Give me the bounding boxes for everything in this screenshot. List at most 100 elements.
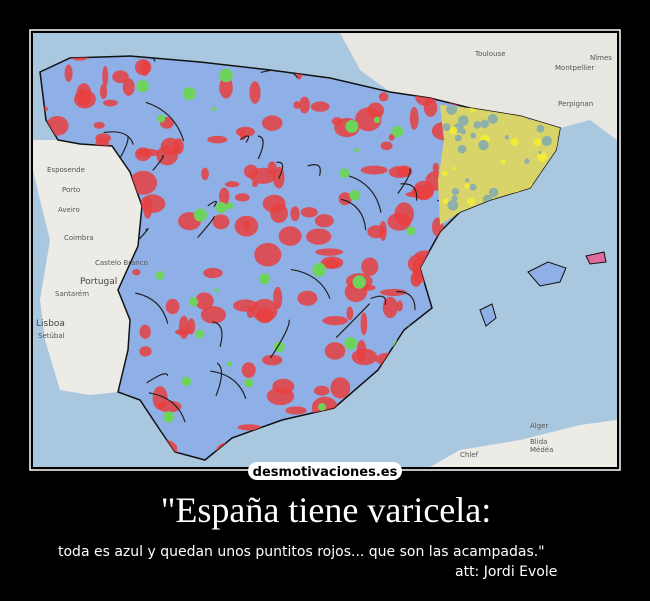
caption-title: "España tiene varicela: — [161, 490, 492, 530]
province-border — [341, 198, 367, 231]
red-area — [355, 107, 382, 132]
cat-dot — [541, 135, 552, 147]
province-border — [139, 228, 149, 240]
province-border — [152, 155, 164, 171]
province-border — [348, 175, 382, 213]
red-area — [237, 424, 261, 431]
map-label: Aveiro — [58, 206, 80, 214]
red-area — [249, 81, 261, 104]
red-area — [218, 187, 230, 206]
map-label: Alger — [530, 422, 548, 430]
province-border — [120, 56, 156, 62]
cat-dot — [478, 139, 489, 151]
map-label: Perpignan — [558, 100, 593, 108]
cat-dot — [537, 152, 548, 162]
green-area — [345, 119, 359, 133]
cat-dot — [524, 158, 530, 164]
red-area — [235, 193, 250, 202]
red-area — [139, 346, 152, 357]
red-area — [132, 269, 141, 276]
red-area — [315, 248, 344, 256]
province-border — [276, 161, 284, 179]
province-border — [290, 268, 331, 299]
red-area — [297, 290, 318, 306]
green-area — [155, 271, 165, 280]
green-area — [406, 226, 416, 236]
red-area — [99, 83, 108, 100]
cat-dot — [451, 188, 460, 196]
cat-dot — [449, 126, 458, 135]
province-border — [103, 131, 134, 145]
province-border — [135, 292, 169, 324]
province-border — [257, 135, 264, 160]
green-area — [188, 297, 199, 307]
province-border — [145, 101, 185, 142]
caption-text: toda es azul y quedan unos puntitos rojo… — [58, 544, 545, 560]
red-area — [122, 78, 135, 96]
red-area — [313, 385, 330, 396]
cat-dot — [469, 183, 477, 191]
green-area — [349, 189, 361, 201]
map-label: Porto — [62, 186, 80, 194]
red-area — [310, 101, 330, 112]
red-area — [234, 215, 259, 237]
portugal — [33, 140, 142, 395]
red-area — [320, 256, 344, 270]
province-border — [400, 183, 418, 201]
map-label: Médéa — [530, 446, 553, 454]
cat-dot — [538, 150, 542, 155]
province-border — [397, 168, 411, 194]
green-area — [181, 376, 192, 387]
red-area — [93, 121, 105, 129]
red-area — [367, 225, 386, 239]
cat-dot — [470, 132, 477, 139]
red-area — [380, 141, 393, 151]
red-area — [266, 387, 295, 406]
red-area — [102, 65, 109, 87]
red-area — [396, 300, 403, 312]
france — [33, 33, 617, 140]
green-area — [215, 201, 227, 214]
cat-dot — [447, 199, 459, 211]
green-area — [339, 168, 350, 179]
red-area — [378, 92, 389, 102]
cat-dot — [454, 134, 462, 142]
province-border — [207, 200, 217, 208]
province-border — [370, 295, 387, 305]
province-border — [210, 370, 247, 399]
watermark: desmotivaciones.es — [253, 465, 398, 480]
bay — [33, 33, 360, 80]
green-area — [226, 361, 232, 367]
red-area — [314, 214, 334, 228]
red-area — [203, 267, 223, 279]
province-border — [396, 291, 416, 311]
green-area — [211, 106, 217, 112]
cat-dot — [460, 128, 466, 135]
red-area — [140, 194, 166, 214]
red-area — [112, 70, 129, 84]
red-area — [64, 64, 73, 82]
green-area — [373, 116, 381, 124]
africa — [430, 420, 617, 467]
green-area — [136, 80, 149, 93]
red-area — [413, 180, 435, 201]
cat-dot — [446, 105, 457, 115]
red-area — [156, 145, 179, 166]
province-border — [215, 362, 223, 397]
red-area — [285, 406, 307, 415]
red-area — [322, 315, 349, 326]
map-label: Santarém — [55, 290, 89, 298]
green-area — [344, 337, 358, 350]
red-area — [290, 206, 300, 222]
red-area — [69, 56, 90, 61]
red-area — [410, 271, 422, 287]
red-area — [152, 386, 168, 410]
menorca — [585, 251, 607, 265]
red-area — [195, 292, 214, 310]
cat-dot — [452, 166, 456, 171]
green-area — [312, 262, 327, 277]
red-area — [251, 298, 278, 322]
green-area — [182, 87, 196, 101]
red-area — [346, 306, 354, 321]
red-area — [219, 76, 233, 99]
